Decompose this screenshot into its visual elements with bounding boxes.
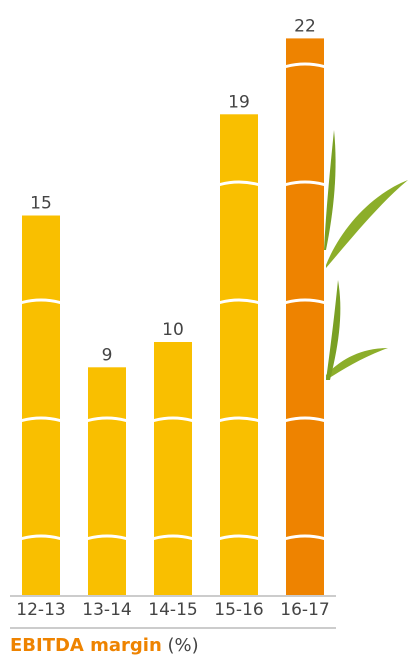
x-tick-label: 13-14 [82,600,131,620]
x-tick-label: 14-15 [148,600,197,620]
x-tick-label: 15-16 [214,600,263,620]
bar [88,367,126,595]
cane-joint [286,534,324,540]
title-unit: (%) [168,635,199,656]
bar [286,38,324,595]
cane-joint [220,416,258,422]
data-label: 19 [228,92,250,112]
data-label: 15 [30,194,52,214]
leaf [324,130,336,250]
title-main: EBITDA margin [10,635,162,656]
cane-joint [88,416,126,422]
bar [22,215,60,595]
cane-joint [154,534,192,540]
cane-joint [286,180,324,186]
cane-joint [286,416,324,422]
data-label: 9 [102,345,113,365]
cane-joint [22,298,60,304]
leaf [326,280,341,380]
data-label: 22 [294,16,316,36]
cane-joint [220,534,258,540]
cane-joint [22,416,60,422]
cane-joint [154,416,192,422]
cane-joint [22,534,60,540]
bar [154,342,192,595]
leaf [326,180,408,268]
leaf [326,348,388,380]
data-label: 10 [162,320,184,340]
chart-title: EBITDA margin (%) [10,635,199,656]
cane-joint [286,62,324,68]
cane-joint [88,534,126,540]
x-tick-label: 16-17 [280,600,329,620]
x-tick-label: 12-13 [16,600,65,620]
cane-joint [220,298,258,304]
bar [220,114,258,596]
cane-joint [220,180,258,186]
cane-joint [286,298,324,304]
